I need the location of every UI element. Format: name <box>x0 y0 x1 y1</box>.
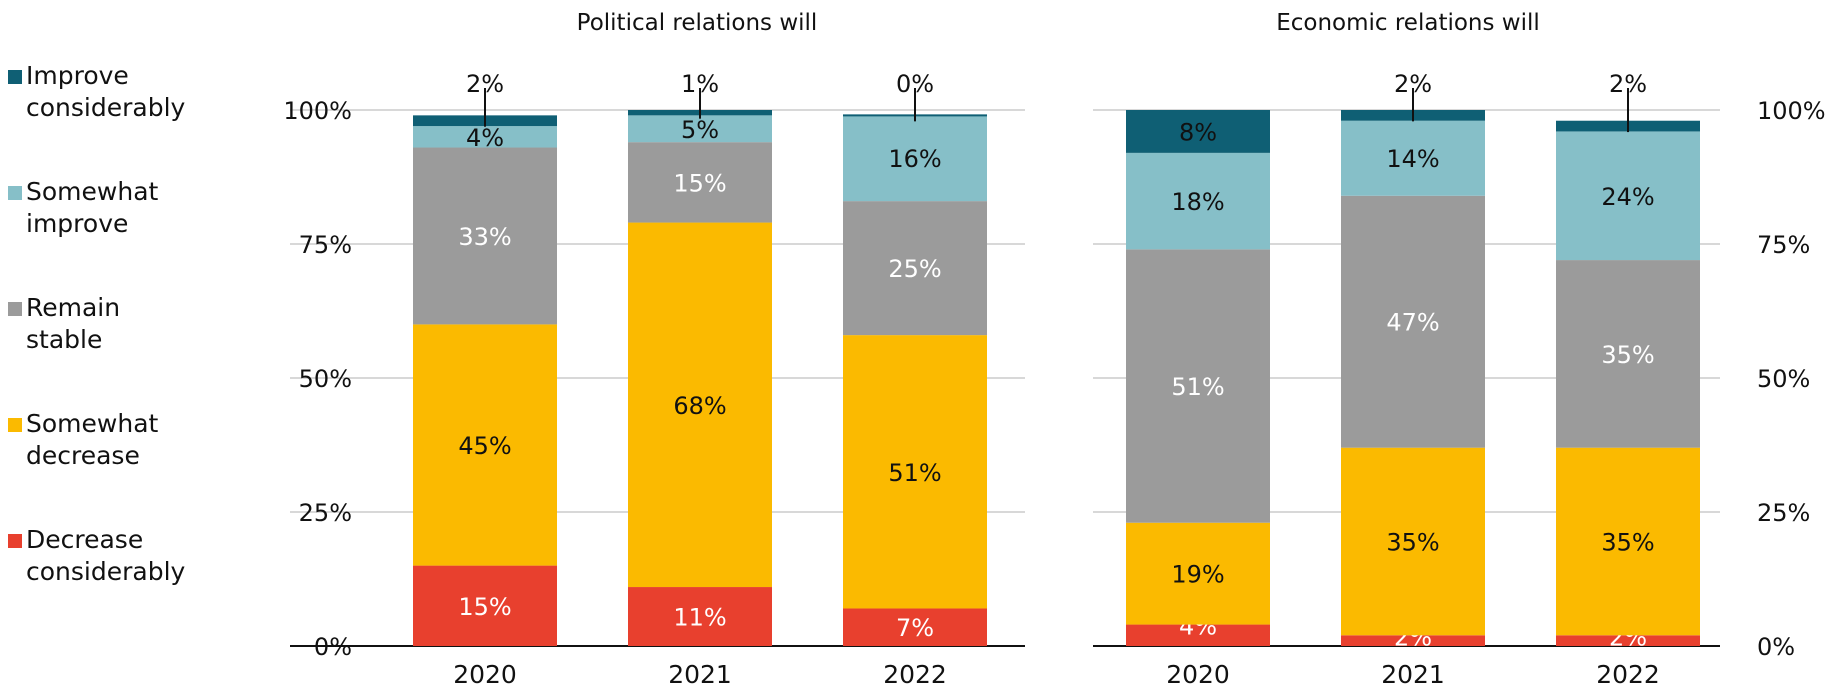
data-label: 35% <box>1601 341 1654 369</box>
chart-panel-2: Economic relations will0%25%50%75%100%4%… <box>1093 10 1826 689</box>
legend-swatch <box>8 302 22 316</box>
data-label: 24% <box>1601 183 1654 211</box>
y-tick-label: 100% <box>283 97 352 125</box>
data-label: 2% <box>1394 70 1432 98</box>
bar-segment <box>843 608 987 646</box>
bar-segment <box>1341 447 1485 636</box>
bar-segment <box>1126 522 1270 625</box>
bar-segment <box>1341 635 1485 646</box>
bar-segment <box>1341 195 1485 448</box>
y-tick-label: 0% <box>314 633 352 661</box>
bar-segment <box>1126 110 1270 153</box>
legend-swatch <box>8 70 22 84</box>
legend-swatch <box>8 418 22 432</box>
y-tick-label: 50% <box>1757 365 1810 393</box>
chart-title: Political relations will <box>577 10 818 36</box>
bar-segment <box>843 335 987 609</box>
data-label: 2% <box>1609 70 1647 98</box>
legend-item-improve-considerably: Improve considerably <box>8 60 208 176</box>
legend-label: Somewhat decrease <box>26 409 159 470</box>
bar-segment <box>1556 131 1700 261</box>
bar-segment <box>413 324 557 566</box>
data-label: 14% <box>1386 145 1439 173</box>
data-label: 11% <box>673 604 726 632</box>
bar-segment <box>1126 249 1270 523</box>
bar-segment <box>628 587 772 646</box>
data-label: 2% <box>466 70 504 98</box>
data-label: 15% <box>458 593 511 621</box>
legend-item-somewhat-decrease: Somewhat decrease <box>8 408 208 524</box>
y-tick-label: 75% <box>299 231 352 259</box>
legend-item-remain-stable: Remain stable <box>8 292 208 408</box>
bar-segment <box>843 115 987 202</box>
legend-swatch <box>8 186 22 200</box>
x-tick-label: 2021 <box>1381 660 1445 689</box>
data-label: 4% <box>466 124 504 152</box>
bar-segment <box>628 142 772 223</box>
bar-segment <box>628 222 772 588</box>
data-label: 5% <box>681 116 719 144</box>
data-label: 35% <box>1386 528 1439 556</box>
legend-label: Remain stable <box>26 293 121 354</box>
bar-segment <box>413 147 557 325</box>
x-tick-label: 2022 <box>883 660 947 689</box>
data-label: 8% <box>1179 118 1217 146</box>
legend-label: Improve considerably <box>26 61 186 122</box>
data-label: 33% <box>458 223 511 251</box>
legend-item-somewhat-improve: Somewhat improve <box>8 176 208 292</box>
bar-segment <box>1556 635 1700 646</box>
data-label: 16% <box>888 145 941 173</box>
data-label: 1% <box>681 70 719 98</box>
chart-title: Economic relations will <box>1276 10 1540 36</box>
data-label: 45% <box>458 432 511 460</box>
y-tick-label: 25% <box>1757 499 1810 527</box>
legend-item-decrease-considerably: Decrease considerably <box>8 524 208 640</box>
y-tick-label: 100% <box>1757 97 1826 125</box>
x-tick-label: 2022 <box>1596 660 1660 689</box>
y-tick-label: 50% <box>299 365 352 393</box>
data-label: 51% <box>1171 373 1224 401</box>
bar-segment <box>413 126 557 148</box>
y-tick-label: 75% <box>1757 231 1810 259</box>
data-label: 7% <box>896 614 934 642</box>
data-label: 68% <box>673 392 726 420</box>
x-tick-label: 2021 <box>668 660 732 689</box>
data-label: 18% <box>1171 188 1224 216</box>
y-tick-label: 0% <box>1757 633 1795 661</box>
bar-segment <box>1126 152 1270 250</box>
bar-segment <box>1126 624 1270 646</box>
bar-segment <box>1556 260 1700 448</box>
legend-label: Decrease considerably <box>26 525 186 586</box>
data-label: 47% <box>1386 309 1439 337</box>
data-label: 51% <box>888 459 941 487</box>
data-label: 19% <box>1171 561 1224 589</box>
bar-segment <box>843 201 987 336</box>
bar-segment <box>413 565 557 646</box>
data-label: 0% <box>896 70 934 98</box>
data-label: 15% <box>673 169 726 197</box>
chart-panel-1: Political relations will 0% 25% 50% 75% 100% 1… <box>283 10 1025 689</box>
data-label: 35% <box>1601 528 1654 556</box>
bar-segment <box>1556 447 1700 636</box>
x-tick-label: 2020 <box>1166 660 1230 689</box>
legend-label: Somewhat improve <box>26 177 159 238</box>
bar-segment <box>628 115 772 143</box>
y-tick-label: 25% <box>299 499 352 527</box>
data-label: 25% <box>888 255 941 283</box>
legend: Improve considerably Somewhat improve Re… <box>8 60 208 640</box>
legend-swatch <box>8 534 22 548</box>
bar-segment <box>1341 120 1485 196</box>
x-tick-label: 2020 <box>453 660 517 689</box>
